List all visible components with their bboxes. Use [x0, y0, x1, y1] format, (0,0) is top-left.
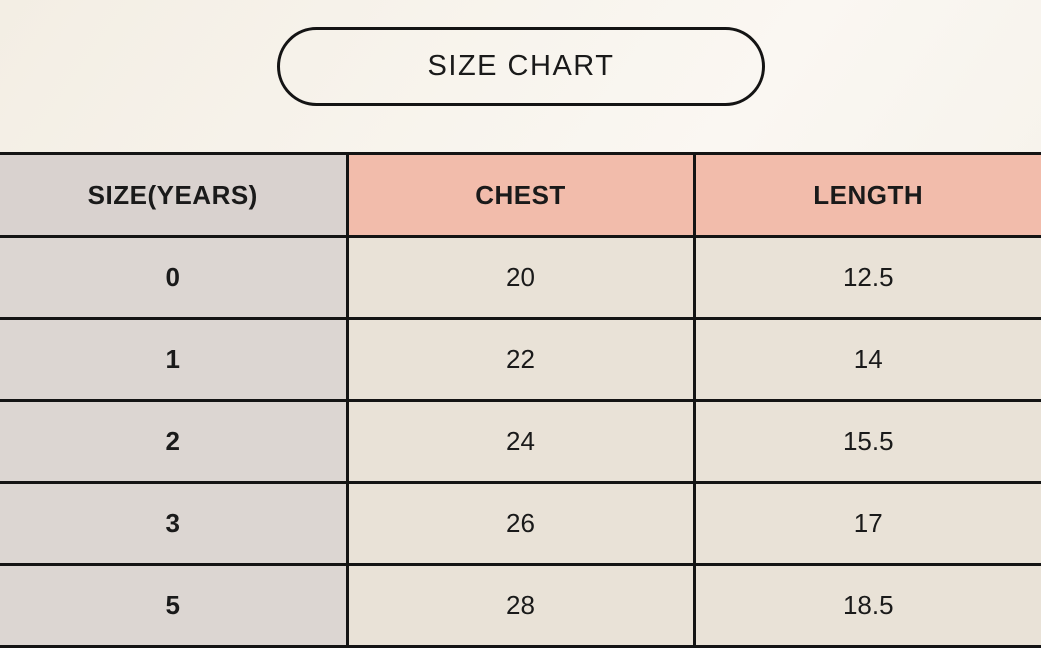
chest-cell: 24 — [345, 399, 696, 484]
table-row: 5 28 18.5 — [0, 563, 1041, 648]
chest-cell: 28 — [345, 563, 696, 648]
length-cell: 15.5 — [692, 399, 1041, 484]
size-cell: 1 — [0, 317, 349, 402]
header-cell-length: LENGTH — [692, 152, 1041, 238]
chest-cell: 26 — [345, 481, 696, 566]
length-cell: 14 — [692, 317, 1041, 402]
table-row: 2 24 15.5 — [0, 399, 1041, 484]
table-header-row: SIZE(YEARS) CHEST LENGTH — [0, 152, 1041, 238]
length-cell: 18.5 — [692, 563, 1041, 648]
size-cell: 2 — [0, 399, 349, 484]
size-cell: 0 — [0, 235, 349, 320]
chest-cell: 22 — [345, 317, 696, 402]
size-cell: 3 — [0, 481, 349, 566]
size-cell: 5 — [0, 563, 349, 648]
table-row: 3 26 17 — [0, 481, 1041, 566]
chest-cell: 20 — [345, 235, 696, 320]
size-chart-title-pill: SIZE CHART — [277, 27, 765, 106]
size-chart-table: SIZE(YEARS) CHEST LENGTH 0 20 12.5 1 22 … — [0, 152, 1041, 648]
table-row: 0 20 12.5 — [0, 235, 1041, 320]
header-cell-size-years: SIZE(YEARS) — [0, 152, 349, 238]
length-cell: 12.5 — [692, 235, 1041, 320]
length-cell: 17 — [692, 481, 1041, 566]
header-cell-chest: CHEST — [345, 152, 696, 238]
page-title: SIZE CHART — [427, 50, 615, 82]
table-row: 1 22 14 — [0, 317, 1041, 402]
